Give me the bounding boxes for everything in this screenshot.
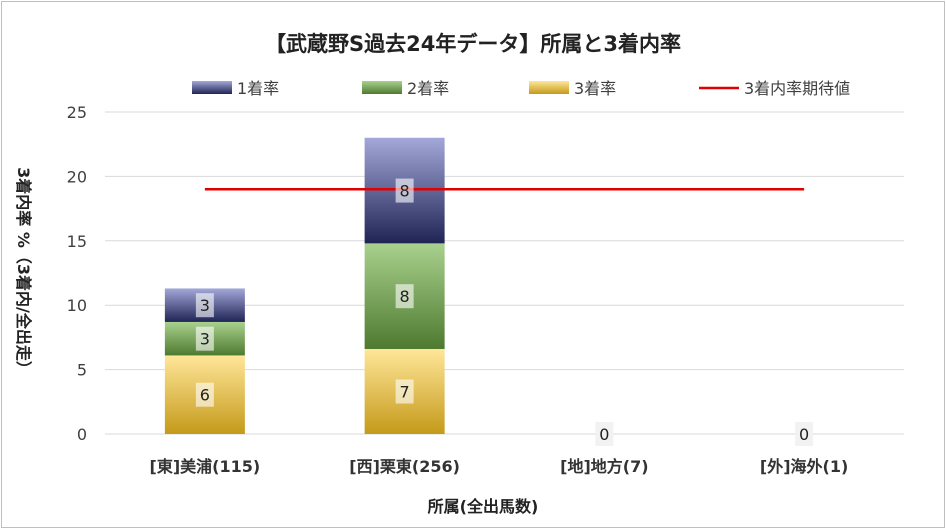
data-label-bg xyxy=(395,379,414,404)
data-label-bg xyxy=(195,326,214,351)
data-label: 0 xyxy=(599,425,609,444)
y-tick-label: 15 xyxy=(67,232,87,251)
data-label: 0 xyxy=(799,425,809,444)
y-tick-label: 10 xyxy=(67,296,87,315)
legend-swatch xyxy=(362,81,402,94)
data-label: 8 xyxy=(400,182,410,201)
legend-swatch xyxy=(192,81,232,94)
x-category-label: [外]海外(1) xyxy=(760,457,848,476)
legend-swatch xyxy=(529,81,569,94)
x-category-label: [地]地方(7) xyxy=(560,457,648,476)
y-tick-label: 5 xyxy=(77,361,87,380)
data-label: 8 xyxy=(400,287,410,306)
y-tick-label: 20 xyxy=(67,167,87,186)
x-axis-categories: [東]美浦(115) [西]栗東(256) [地]地方(7) [外]海外(1) xyxy=(150,457,849,476)
data-label: 7 xyxy=(400,382,410,401)
x-axis-title: 所属(全出馬数) xyxy=(428,497,539,516)
data-label-bg xyxy=(795,422,814,446)
x-category-label: [西]栗東(256) xyxy=(349,457,460,476)
y-axis-title: 3着内率 %（3着内/全出走） xyxy=(14,167,33,377)
y-tick-label: 25 xyxy=(67,103,87,122)
y-tick-label: 0 xyxy=(77,425,87,444)
legend: 1着率 2着率 3着率 3着内率期待値 xyxy=(192,79,850,98)
data-labels: 6 3 3 7 8 8 0 0 xyxy=(195,178,814,446)
data-label-bg xyxy=(395,178,414,203)
y-axis-ticks: 0 5 10 15 20 25 xyxy=(67,103,87,444)
x-category-label: [東]美浦(115) xyxy=(150,457,261,476)
data-label-bg xyxy=(595,422,614,446)
chart-title: 【武蔵野S過去24年データ】所属と3着内率 xyxy=(265,32,681,56)
data-label-bg xyxy=(195,293,214,318)
data-label-bg xyxy=(395,284,414,309)
legend-label: 3着率 xyxy=(574,79,616,98)
data-label: 6 xyxy=(200,386,210,405)
legend-label: 2着率 xyxy=(407,79,449,98)
legend-label: 1着率 xyxy=(237,79,279,98)
data-label: 3 xyxy=(200,330,210,349)
data-label-bg xyxy=(195,382,214,407)
legend-label: 3着内率期待値 xyxy=(744,79,850,98)
data-label: 3 xyxy=(200,296,210,315)
